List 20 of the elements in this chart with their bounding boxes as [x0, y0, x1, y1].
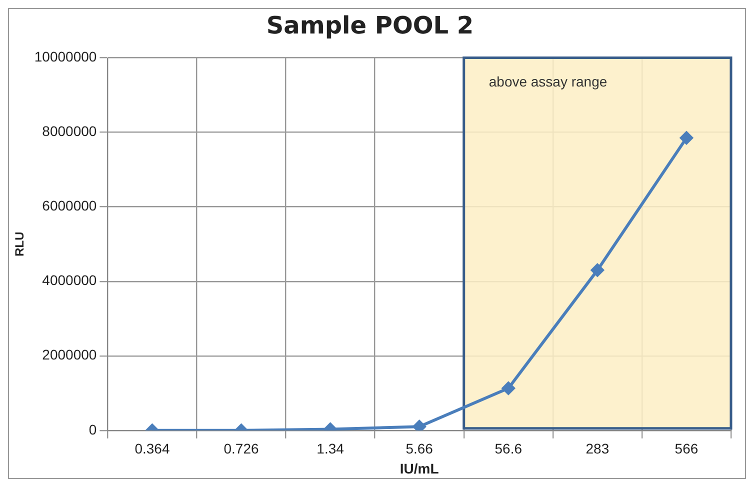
y-tick-label: 10000000	[34, 48, 97, 65]
y-tick-label: 4000000	[42, 272, 97, 288]
point	[680, 131, 693, 144]
x-tick-label: 0.726	[224, 440, 259, 457]
y-tick-label: 0	[88, 421, 97, 438]
x-tick-label: 5.66	[406, 440, 434, 457]
y-tick-label: 6000000	[42, 198, 97, 214]
x-tick-label: 56.6	[494, 440, 522, 457]
x-tick-label: 0.364	[134, 440, 170, 457]
point	[590, 264, 604, 277]
chart-title: Sample POOL 2	[266, 12, 474, 40]
x-tick-label: 1.34	[316, 440, 344, 457]
point	[412, 420, 426, 430]
y-tick-label: 8000000	[42, 123, 97, 140]
x-axis-title: IU/mL	[400, 460, 440, 476]
y-tick-label: 2000000	[42, 346, 97, 363]
y-axis-title: RLU	[12, 232, 27, 256]
band-label: above assay range	[488, 74, 608, 90]
x-tick-label: 283	[586, 440, 610, 457]
x-tick-label: 566	[674, 440, 698, 457]
